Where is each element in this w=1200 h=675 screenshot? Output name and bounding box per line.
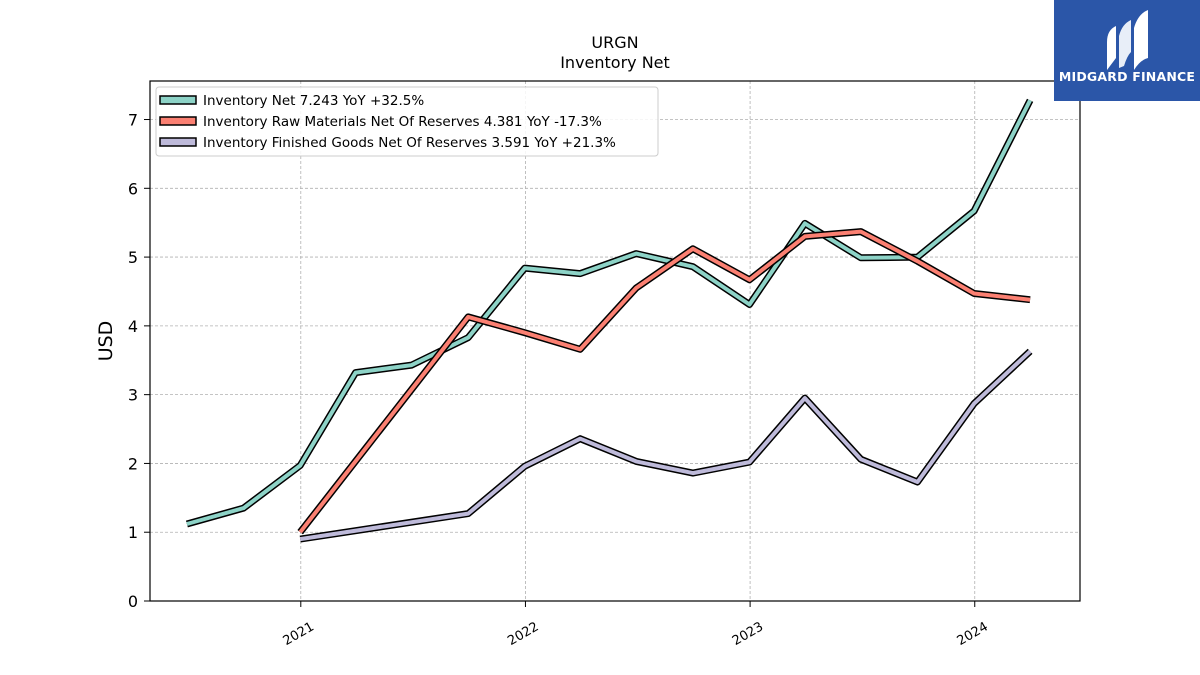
series-line	[299, 349, 1032, 542]
chart-title: URGN	[591, 33, 638, 52]
y-tick-label: 0	[128, 592, 138, 611]
midgard-logo-icon	[1107, 10, 1148, 70]
y-tick-label: 2	[128, 454, 138, 473]
y-tick-label: 1	[128, 523, 138, 542]
legend-swatch	[159, 137, 197, 147]
series-line	[186, 99, 1032, 526]
y-tick-label: 6	[128, 179, 138, 198]
legend-box	[155, 86, 659, 157]
y-axis-label: USD	[95, 321, 117, 362]
plot-frame	[149, 80, 1081, 602]
grid	[150, 81, 1080, 601]
series-line	[298, 229, 1031, 534]
y-tick-label: 5	[128, 248, 138, 267]
legend-swatch	[159, 116, 197, 126]
series-1	[297, 228, 1031, 535]
y-axis: 0 1 2 3 4 5 6 7	[128, 111, 150, 611]
y-tick-label: 4	[128, 317, 138, 336]
legend-entry: Inventory Finished Goods Net Of Reserves…	[203, 135, 616, 151]
legend-swatch	[159, 95, 197, 105]
legend: Inventory Net 7.243 YoY +32.5% Inventory …	[155, 86, 659, 157]
legend-entry: Inventory Raw Materials Net Of Reserves …	[203, 114, 602, 130]
y-tick-label: 7	[128, 111, 138, 130]
chart-subtitle: Inventory Net	[560, 53, 670, 72]
brand-logo: MIDGARD FINANCE	[1054, 0, 1200, 101]
legend-entry: Inventory Net 7.243 YoY +32.5%	[203, 93, 424, 109]
y-tick-label: 3	[128, 386, 138, 405]
series-2	[299, 348, 1033, 543]
series-0	[185, 98, 1034, 528]
brand-name: MIDGARD FINANCE	[1059, 69, 1195, 84]
series-lines	[185, 98, 1034, 543]
